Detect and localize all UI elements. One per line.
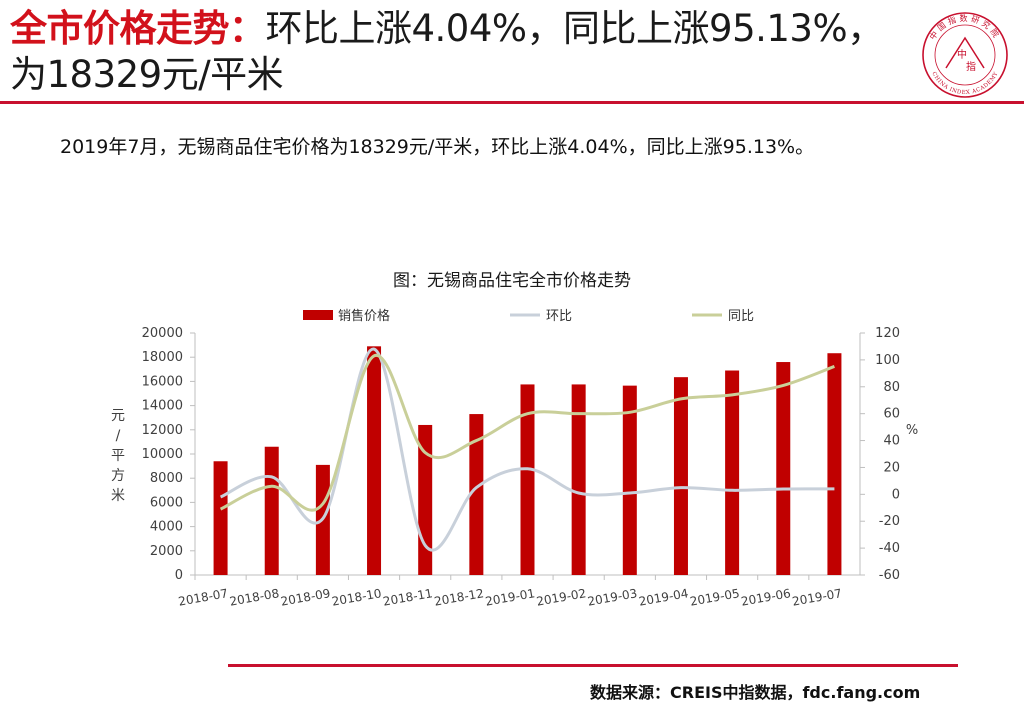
page-title-highlight: 全市价格走势： [10, 7, 266, 50]
price-bar [571, 384, 586, 575]
legend-label-price: 销售价格 [338, 308, 390, 324]
left-axis-tick-label: 18000 [142, 350, 183, 365]
right-axis-tick-label: 100 [875, 353, 900, 368]
x-axis-tick-label: 2018-10 [331, 586, 383, 608]
left-axis-tick-label: 6000 [150, 495, 183, 510]
x-axis-tick-label: 2018-08 [228, 586, 280, 608]
summary-text: 2019年7月，无锡商品住宅价格为18329元/平米，环比上涨4.04%，同比上… [60, 136, 815, 158]
price-bar [725, 370, 740, 575]
right-axis-tick-label: 80 [883, 380, 900, 395]
title-divider [0, 101, 1024, 104]
x-axis-tick-label: 2019-06 [740, 586, 792, 608]
logo-center-bottom: 指 [966, 60, 976, 73]
price-bar [264, 446, 279, 575]
price-bar [520, 384, 535, 575]
data-source: 数据来源：CREIS中指数据，fdc.fang.com [590, 683, 921, 702]
right-axis-tick-label: 20 [883, 460, 900, 475]
x-axis-tick-label: 2019-03 [587, 586, 639, 608]
left-axis-tick-label: 0 [175, 568, 183, 583]
x-axis-tick-label: 2019-07 [791, 586, 843, 608]
price-bar [367, 346, 382, 575]
right-axis-tick-label: 0 [892, 487, 900, 502]
left-axis-tick-label: 4000 [150, 520, 183, 535]
price-bar [213, 461, 228, 575]
legend-label-mom: 环比 [546, 309, 572, 324]
price-bar [827, 353, 842, 575]
left-axis-tick-label: 14000 [142, 399, 183, 414]
chart-title: 图：无锡商品住宅全市价格走势 [393, 271, 631, 291]
right-axis-tick-label: -60 [879, 568, 900, 583]
right-axis-tick-label: -20 [879, 514, 900, 529]
left-axis-tick-label: 20000 [142, 326, 183, 341]
x-axis-tick-label: 2018-12 [433, 586, 485, 608]
price-bar [469, 414, 484, 575]
right-axis-tick-label: 120 [875, 326, 900, 341]
legend-label-yoy: 同比 [728, 309, 754, 324]
right-axis-label: % [906, 423, 918, 438]
left-axis-tick-label: 10000 [142, 447, 183, 462]
left-axis-tick-label: 2000 [150, 544, 183, 559]
china-index-academy-logo: 中国指数研究院 CHINA INDEX ACADEMY 中 指 [922, 12, 1008, 98]
left-axis-label: 元/平方米 [111, 408, 125, 504]
right-axis-tick-label: 60 [883, 407, 900, 422]
left-axis-tick-label: 16000 [142, 374, 183, 389]
price-bar [776, 362, 791, 575]
left-axis-tick-label: 8000 [150, 471, 183, 486]
x-axis-tick-label: 2018-07 [177, 586, 229, 608]
yoy-line [219, 354, 835, 512]
footer-divider [228, 664, 958, 667]
price-chart: 图：无锡商品住宅全市价格走势销售价格 环比 同比 0 2000 4000 6000 8000 1… [0, 260, 1024, 640]
right-axis-tick-label: -40 [879, 541, 900, 556]
svg-text:CHINA INDEX ACADEMY: CHINA INDEX ACADEMY [930, 71, 999, 96]
mom-line [219, 347, 835, 552]
logo-bottom-text: CHINA INDEX ACADEMY [930, 71, 999, 96]
x-axis-tick-label: 2019-02 [535, 586, 587, 608]
page-title-rest: 环比上涨4.04%，同比上涨95.13%，为18329元/平米 [10, 7, 884, 96]
x-axis-tick-label: 2019-01 [484, 586, 536, 608]
price-bar [673, 377, 688, 575]
page-title: 全市价格走势：环比上涨4.04%，同比上涨95.13%，为18329元/平米 [10, 6, 890, 98]
left-axis-tick-label: 12000 [142, 423, 183, 438]
x-axis-tick-label: 2018-11 [382, 586, 434, 608]
x-axis-tick-label: 2019-04 [638, 586, 690, 608]
price-bar [622, 385, 637, 575]
x-axis-tick-label: 2019-05 [689, 586, 741, 608]
x-axis-tick-label: 2018-09 [280, 586, 332, 608]
logo-center-top: 中 [957, 48, 967, 61]
legend-swatch-price [303, 310, 333, 320]
right-axis-tick-label: 40 [883, 434, 900, 449]
